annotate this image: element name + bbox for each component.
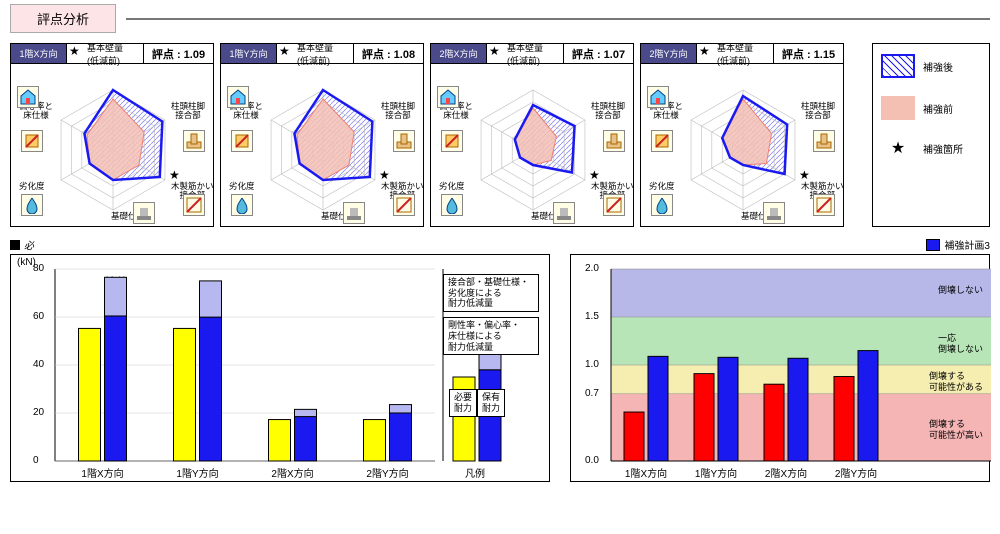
joint-icon [603, 130, 625, 152]
strength-chart: (kN) 0204060801階X方向55.2460.4316.111階Y方向5… [10, 254, 550, 482]
house-icon [437, 86, 459, 108]
water-icon [651, 194, 673, 216]
radar-axis0-label: 基本壁量(低減前)★ [277, 44, 353, 63]
ann-mid: 剛性率・偏心率・床仕様による耐力低減量 [443, 317, 539, 355]
legend-after: 補強後 [923, 59, 953, 74]
plan3-legend: 補強計画3 [926, 237, 990, 252]
shear-icon [651, 130, 673, 152]
swatch-after [881, 54, 915, 78]
shear-icon [21, 130, 43, 152]
mid-row: 必 補強計画3 [10, 237, 990, 252]
radar-card: 2階Y方向基本壁量(低減前)★評点 : 1.15柱頭柱脚接合部木製筋かい接合部★… [640, 43, 844, 227]
house-icon [227, 86, 249, 108]
radar-title: 2階Y方向 [641, 44, 697, 63]
axis-label: 劣化度 [229, 182, 255, 191]
shear-icon [441, 130, 463, 152]
foundation-icon [763, 202, 785, 224]
radar-card: 2階X方向基本壁量(低減前)★評点 : 1.07柱頭柱脚接合部木製筋かい接合部★… [430, 43, 634, 227]
radar-score: 評点 : 1.08 [353, 44, 423, 63]
foundation-icon [553, 202, 575, 224]
legend-title: 凡例 [465, 465, 485, 480]
radar-axis0-label: 基本壁量(低減前)★ [487, 44, 563, 63]
swatch-plan3 [926, 239, 940, 251]
joint-icon [813, 130, 835, 152]
radar-score: 評点 : 1.15 [773, 44, 843, 63]
radar-card: 1階X方向基本壁量(低減前)★評点 : 1.09柱頭柱脚接合部木製筋かい接合部★… [10, 43, 214, 227]
shear-icon [231, 130, 253, 152]
mid-label: 必 [24, 237, 34, 252]
title-rule [126, 18, 990, 20]
axis-label: 柱頭柱脚接合部 [381, 102, 415, 121]
radar-axis0-label: 基本壁量(低減前)★ [67, 44, 143, 63]
brace-icon [393, 194, 415, 216]
brace-icon [603, 194, 625, 216]
legend-star: 補強箇所 [923, 141, 963, 156]
radar-title: 1階Y方向 [221, 44, 277, 63]
joint-icon [183, 130, 205, 152]
swatch-before [881, 96, 915, 120]
brace-icon [813, 194, 835, 216]
foundation-icon [133, 202, 155, 224]
zone-label: 倒壊する可能性が高い [929, 419, 983, 441]
ann-req: 必要耐力 [449, 389, 477, 417]
axis-label: 劣化度 [649, 182, 675, 191]
title-row: 評点分析 [10, 4, 990, 33]
radar-row: 1階X方向基本壁量(低減前)★評点 : 1.09柱頭柱脚接合部木製筋かい接合部★… [10, 43, 990, 227]
water-icon [21, 194, 43, 216]
water-icon [231, 194, 253, 216]
legend-panel: 補強後 補強前 ★ 補強箇所 [872, 43, 990, 227]
square-icon [10, 240, 20, 250]
swatch-star: ★ [881, 138, 915, 158]
radar-title: 1階X方向 [11, 44, 67, 63]
radar-card: 1階Y方向基本壁量(低減前)★評点 : 1.08柱頭柱脚接合部木製筋かい接合部★… [220, 43, 424, 227]
zone-label: 倒壊する可能性がある [929, 371, 983, 393]
radar-axis0-label: 基本壁量(低減前)★ [697, 44, 773, 63]
axis-label: 柱頭柱脚接合部 [591, 102, 625, 121]
water-icon [441, 194, 463, 216]
ann-held: 保有耐力 [477, 389, 505, 417]
house-icon [17, 86, 39, 108]
axis-label: 劣化度 [19, 182, 45, 191]
zone-label: 一応倒壊しない [938, 333, 983, 355]
axis-label: 劣化度 [439, 182, 465, 191]
joint-icon [393, 130, 415, 152]
radar-score: 評点 : 1.07 [563, 44, 633, 63]
radar-score: 評点 : 1.09 [143, 44, 213, 63]
axis-label: 柱頭柱脚接合部 [801, 102, 835, 121]
page-title: 評点分析 [10, 4, 116, 33]
axis-label: 柱頭柱脚接合部 [171, 102, 205, 121]
legend-before: 補強前 [923, 101, 953, 116]
ann-top: 接合部・基礎仕様・劣化度による耐力低減量 [443, 274, 539, 312]
foundation-icon [343, 202, 365, 224]
house-icon [647, 86, 669, 108]
brace-icon [183, 194, 205, 216]
radar-title: 2階X方向 [431, 44, 487, 63]
plan3-label: 補強計画3 [944, 237, 990, 252]
score-chart: 0.00.71.01.52.01階X方向0.511.091階Y方向0.911.0… [570, 254, 990, 482]
zone-label: 倒壊しない [938, 285, 983, 296]
